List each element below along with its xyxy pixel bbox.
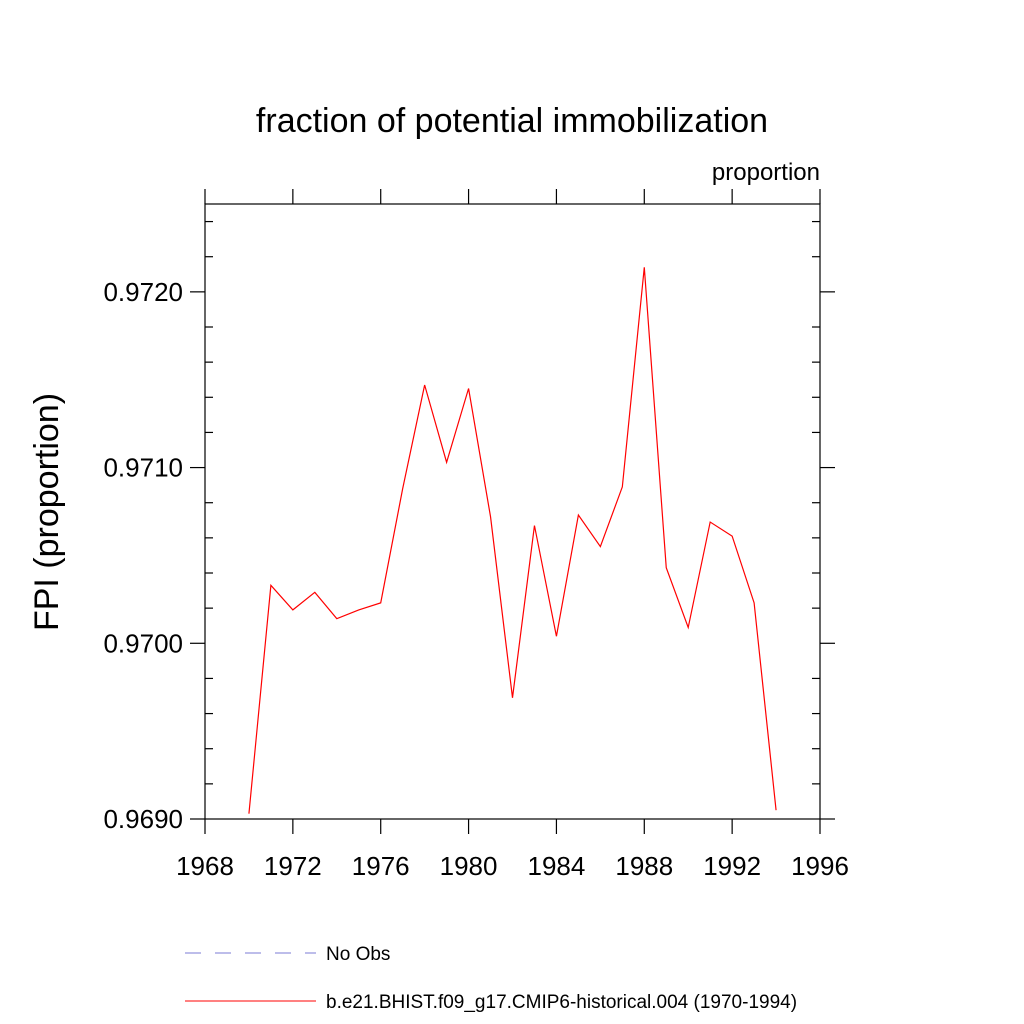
data-point [774, 808, 778, 812]
y-tick-label: 0.9700 [103, 628, 183, 658]
x-tick-label: 1996 [791, 851, 849, 881]
data-point [686, 625, 690, 629]
chart-title: fraction of potential immobilization [256, 102, 768, 140]
data-point [401, 487, 405, 491]
x-tick-label: 1972 [264, 851, 322, 881]
legend-label-no-obs: No Obs [326, 944, 390, 965]
x-tick-label: 1988 [615, 851, 673, 881]
legend-label-historical: b.e21.BHIST.f09_g17.CMIP6-historical.004… [326, 992, 797, 1013]
axis-ticks: 1968 1972 1976 1980 1984 1988 1992 1996 0.9690 0.… [103, 189, 849, 881]
plot-frame [204, 203, 821, 820]
data-point [642, 265, 646, 269]
data-point [708, 520, 712, 524]
data-point [620, 485, 624, 489]
data-point [664, 566, 668, 570]
data-point [489, 515, 493, 519]
series-layer [247, 265, 778, 816]
series-line-0 [248, 267, 777, 814]
y-axis-label: FPI (proportion) [28, 393, 66, 631]
y-tick-label: 0.9710 [103, 453, 183, 483]
y-tick-label: 0.9690 [103, 804, 183, 834]
data-point [730, 534, 734, 538]
data-point [423, 383, 427, 387]
y-tick-label: 0.9720 [103, 277, 183, 307]
data-point [576, 513, 580, 517]
data-point [511, 696, 515, 700]
data-point [379, 601, 383, 605]
x-tick-label: 1992 [703, 851, 761, 881]
legend: No Obs b.e21.BHIST.f09_g17.CMIP6-histori… [185, 944, 797, 1013]
data-point [554, 634, 558, 638]
data-point [445, 460, 449, 464]
x-tick-label: 1976 [352, 851, 410, 881]
data-point [532, 524, 536, 528]
data-point [291, 608, 295, 612]
x-tick-label: 1984 [528, 851, 586, 881]
data-point [247, 812, 251, 816]
data-point [357, 608, 361, 612]
data-point [269, 583, 273, 587]
data-point [467, 387, 471, 391]
x-tick-label: 1980 [440, 851, 498, 881]
x-tick-label: 1968 [176, 851, 234, 881]
data-point [335, 617, 339, 621]
data-point [598, 545, 602, 549]
data-point [313, 590, 317, 594]
data-point [752, 601, 756, 605]
chart-subtitle: proportion [712, 159, 820, 186]
